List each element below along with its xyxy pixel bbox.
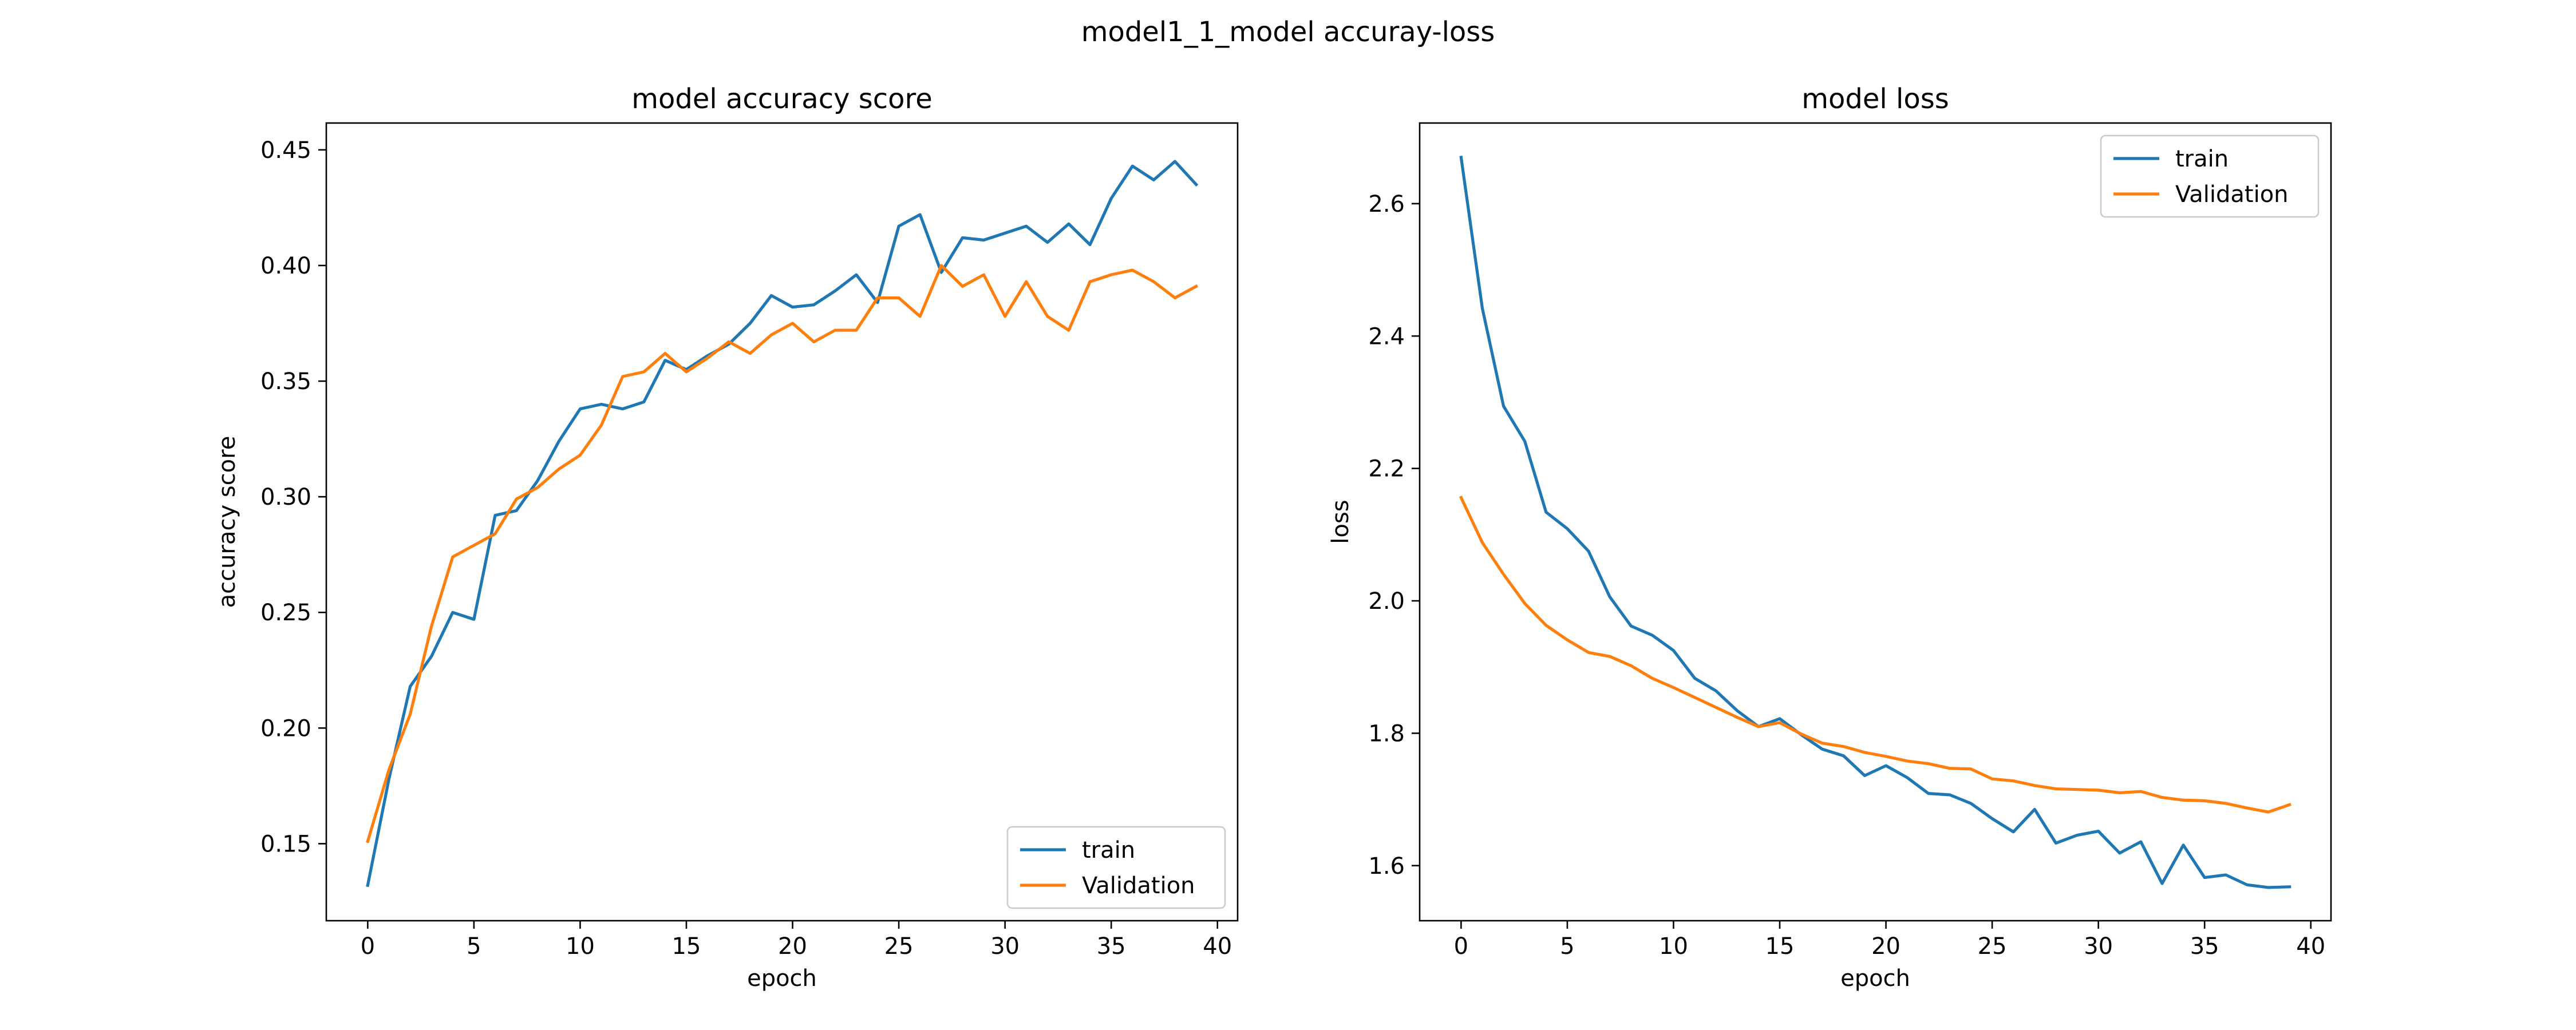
x-tick-label: 35: [2190, 933, 2219, 960]
x-tick-label: 15: [1765, 933, 1795, 960]
axes-frame: [1419, 122, 2332, 922]
series-line-train: [1459, 155, 2291, 889]
x-tick-label: 35: [1097, 933, 1126, 960]
legend-label-validation: Validation: [1082, 873, 1195, 899]
x-tick-label: 0: [361, 933, 375, 960]
y-axis-label: accuracy score: [214, 436, 240, 608]
y-tick-label: 2.2: [1368, 456, 1405, 482]
figure-suptitle: model1_1_model accuray-loss: [1081, 16, 1495, 48]
legend-box: [1006, 826, 1226, 909]
series-line-train: [366, 160, 1199, 888]
y-tick-label: 0.40: [260, 253, 311, 279]
y-tick-label: 2.4: [1368, 323, 1405, 350]
legend: train Validation: [1006, 826, 1226, 909]
x-tick-label: 10: [566, 933, 595, 960]
x-tick-label: 0: [1454, 933, 1468, 960]
x-tick-label: 20: [1871, 933, 1901, 960]
accuracy-subplot: 0 5 10 15 20 25 30 35 40 0.15 0.20 0.25 0.30 0.35 0.40…: [214, 83, 1239, 992]
legend: train Validation: [2100, 134, 2320, 218]
y-tick-label: 1.6: [1368, 853, 1405, 880]
x-tick-label: 5: [467, 933, 481, 960]
y-axis-label: loss: [1327, 500, 1354, 544]
y-tick-label: 0.25: [260, 600, 311, 626]
y-tick-label: 1.8: [1368, 720, 1405, 747]
x-axis-label: epoch: [1840, 965, 1910, 992]
x-tick-label: 30: [2084, 933, 2113, 960]
loss-subplot: 0 5 10 15 20 25 30 35 40 1.6 1.8 2.0 2.2 2.4 2.6 model …: [1327, 83, 2332, 992]
y-tick-label: 0.45: [260, 137, 311, 164]
x-tick-label: 25: [884, 933, 914, 960]
legend-box: [2100, 134, 2320, 218]
x-tick-label: 40: [2296, 933, 2325, 960]
series-line-validation: [366, 264, 1199, 843]
y-tick-label: 2.6: [1368, 191, 1405, 217]
axes-title: model loss: [1801, 83, 1949, 115]
x-tick-label: 25: [1978, 933, 2007, 960]
x-tick-label: 10: [1659, 933, 1688, 960]
x-tick-label: 15: [672, 933, 701, 960]
x-tick-label: 5: [1560, 933, 1574, 960]
y-tick-label: 0.30: [260, 484, 311, 510]
x-tick-label: 40: [1203, 933, 1232, 960]
y-tick-label: 0.35: [260, 369, 311, 395]
x-tick-label: 20: [778, 933, 807, 960]
x-axis-label: epoch: [747, 965, 817, 992]
y-tick-label: 2.0: [1368, 588, 1405, 615]
legend-label-train: train: [1082, 837, 1135, 863]
series-line-validation: [1459, 496, 2291, 814]
legend-label-validation: Validation: [2175, 181, 2289, 208]
axes-frame: [325, 122, 1239, 922]
axes-title: model accuracy score: [631, 83, 933, 115]
x-tick-label: 30: [990, 933, 1020, 960]
y-tick-label: 0.15: [260, 831, 311, 857]
legend-label-train: train: [2175, 146, 2229, 172]
y-tick-label: 0.20: [260, 715, 311, 742]
